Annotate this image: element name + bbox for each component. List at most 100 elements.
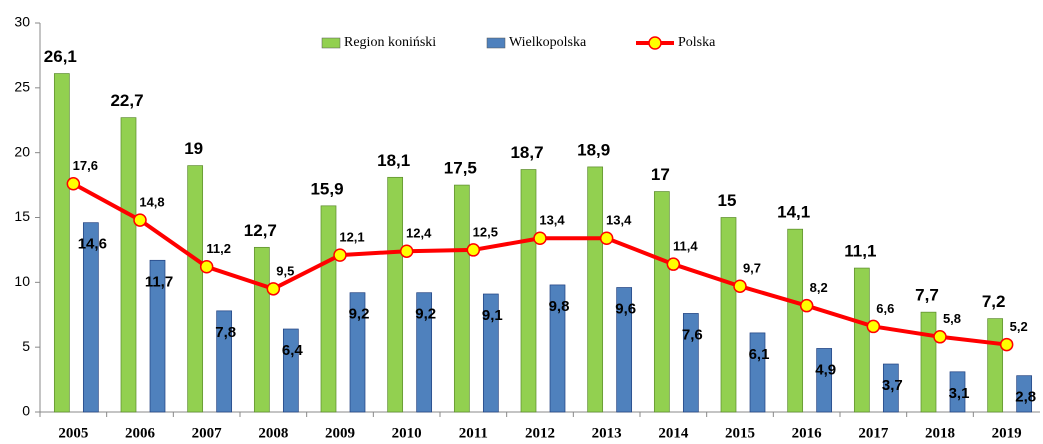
marker xyxy=(733,279,747,293)
data-label: 3,7 xyxy=(882,377,903,394)
data-label: 3,1 xyxy=(949,385,970,402)
data-label: 11,4 xyxy=(673,239,698,254)
data-label: 22,7 xyxy=(110,91,143,110)
data-label: 11,1 xyxy=(844,242,876,261)
marker xyxy=(799,298,814,313)
data-label: 9,7 xyxy=(743,261,761,276)
data-label: 9,1 xyxy=(482,307,503,324)
data-label: 14,6 xyxy=(78,236,107,253)
marker xyxy=(333,248,347,262)
bar xyxy=(882,363,899,413)
x-tick-label: 2018 xyxy=(925,425,955,441)
y-tick-label: 5 xyxy=(22,338,30,354)
data-label: 9,2 xyxy=(415,306,436,323)
marker xyxy=(599,231,614,245)
legend-marker xyxy=(648,36,662,50)
bar xyxy=(416,292,433,413)
legend-label: Polska xyxy=(678,35,716,50)
bar xyxy=(120,117,137,413)
x-tick-label: 2005 xyxy=(58,425,88,441)
data-label: 17 xyxy=(651,165,670,184)
data-label: 7,6 xyxy=(682,326,703,343)
bar xyxy=(349,292,366,413)
bar xyxy=(320,205,337,413)
y-tick-label: 0 xyxy=(22,403,30,419)
legend-swatch xyxy=(486,37,506,49)
x-tick-label: 2007 xyxy=(192,425,223,441)
y-tick-label: 25 xyxy=(14,79,30,95)
data-label: 5,8 xyxy=(943,311,961,326)
marker xyxy=(866,319,881,334)
bar xyxy=(682,313,699,413)
data-label: 18,1 xyxy=(377,151,410,170)
bar xyxy=(520,169,537,413)
data-label: 15,9 xyxy=(310,179,343,198)
x-tick-label: 2011 xyxy=(459,425,488,441)
bar xyxy=(987,318,1004,413)
bar xyxy=(720,217,737,413)
marker xyxy=(266,282,281,296)
bar xyxy=(187,165,204,413)
marker xyxy=(199,260,214,274)
legend-label: Wielkopolska xyxy=(509,35,587,50)
marker xyxy=(933,330,947,344)
data-label: 4,9 xyxy=(815,361,836,378)
bar xyxy=(787,228,804,413)
data-label: 9,5 xyxy=(276,263,294,278)
data-label: 7,8 xyxy=(215,324,236,341)
marker xyxy=(666,257,681,271)
marker xyxy=(533,231,547,245)
x-tick-label: 2019 xyxy=(992,425,1022,441)
data-label: 7,2 xyxy=(982,292,1006,311)
data-label: 13,4 xyxy=(539,213,565,228)
marker xyxy=(466,243,481,257)
data-label: 14,1 xyxy=(777,203,810,222)
data-label: 5,2 xyxy=(1010,319,1028,334)
bar xyxy=(920,311,937,413)
data-label: 6,6 xyxy=(876,301,894,316)
data-label: 11,7 xyxy=(145,273,173,290)
bar xyxy=(816,348,833,413)
data-label: 9,8 xyxy=(549,298,570,315)
x-tick-label: 2008 xyxy=(258,425,288,441)
bar xyxy=(82,222,99,413)
data-label: 12,4 xyxy=(406,226,432,241)
data-label: 12,1 xyxy=(339,230,364,245)
data-label: 26,1 xyxy=(44,47,77,66)
bar xyxy=(216,310,233,413)
data-label: 14,8 xyxy=(139,195,164,210)
data-label: 12,7 xyxy=(244,221,277,240)
data-label: 7,7 xyxy=(915,286,939,305)
data-label: 18,9 xyxy=(577,140,610,159)
legend-swatch xyxy=(321,37,341,49)
data-label: 2,8 xyxy=(1015,389,1036,406)
bar xyxy=(616,287,633,413)
x-tick-label: 2013 xyxy=(592,425,622,441)
x-tick-label: 2016 xyxy=(792,425,823,441)
data-label: 15 xyxy=(718,191,737,210)
x-tick-label: 2009 xyxy=(325,425,355,441)
marker xyxy=(66,177,81,191)
data-label: 13,4 xyxy=(606,213,632,228)
data-label: 9,6 xyxy=(615,300,636,317)
legend-label: Region koniński xyxy=(344,35,436,50)
bar xyxy=(149,259,166,413)
bar xyxy=(749,332,766,413)
bar xyxy=(1016,375,1033,413)
data-label: 17,6 xyxy=(73,158,98,173)
y-tick-label: 30 xyxy=(14,14,30,30)
x-tick-label: 2014 xyxy=(658,425,689,441)
bar xyxy=(549,284,566,413)
y-tick-label: 10 xyxy=(14,273,30,289)
data-label: 6,1 xyxy=(749,346,770,363)
data-label: 17,5 xyxy=(444,159,477,178)
marker xyxy=(999,337,1014,352)
y-tick-label: 20 xyxy=(14,143,30,159)
bar xyxy=(453,184,470,413)
data-label: 6,4 xyxy=(282,342,304,359)
x-tick-label: 2015 xyxy=(725,425,755,441)
bar xyxy=(653,191,670,413)
y-tick-label: 15 xyxy=(14,208,30,224)
marker xyxy=(399,244,414,258)
